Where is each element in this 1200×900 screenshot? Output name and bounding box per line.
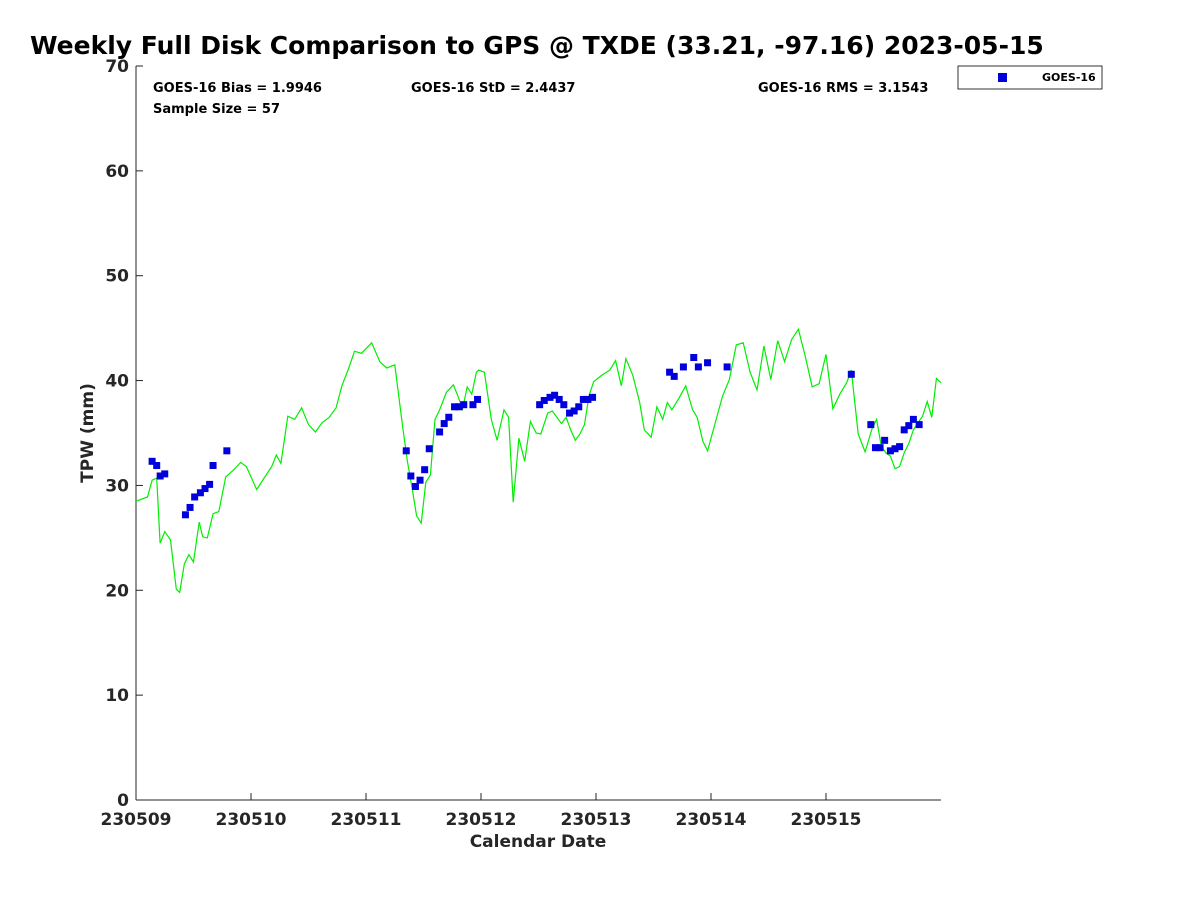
goes16-data-point: [886, 447, 894, 455]
bias-stat: GOES-16 Bias = 1.9946: [153, 81, 322, 96]
goes16-data-point: [445, 413, 453, 421]
goes16-data-point: [540, 396, 548, 404]
chart-title: Weekly Full Disk Comparison to GPS @ TXD…: [30, 31, 1044, 60]
x-axis-label: Calendar Date: [470, 832, 607, 852]
goes16-data-point: [425, 445, 433, 453]
goes16-data-point: [546, 393, 554, 401]
y-tick-label: 30: [105, 476, 129, 496]
x-tick-label: 230509: [101, 810, 172, 830]
goes16-data-point: [847, 370, 855, 378]
goes16-data-point: [421, 466, 429, 474]
y-axis-label: TPW (mm): [78, 383, 98, 483]
goes16-data-point: [148, 457, 156, 465]
legend: GOES-16: [957, 65, 1103, 90]
goes16-data-point: [589, 393, 597, 401]
y-tick-label: 0: [117, 791, 129, 811]
goes16-data-point: [201, 485, 209, 493]
goes16-data-point: [704, 359, 712, 367]
y-tick-label: 40: [105, 372, 129, 392]
goes16-data-point: [579, 395, 587, 403]
goes16-data-point: [905, 422, 913, 430]
y-tick-label: 20: [105, 581, 129, 601]
goes16-data-point: [474, 395, 482, 403]
goes16-data-point: [153, 462, 161, 470]
x-tick-label: 230513: [561, 810, 632, 830]
goes16-data-point: [455, 403, 463, 411]
goes16-data-point: [679, 363, 687, 371]
goes16-data-point: [402, 447, 410, 455]
goes16-data-point: [191, 493, 199, 501]
gps-series-line: [135, 327, 942, 594]
goes16-data-point: [156, 472, 164, 480]
goes16-data-point: [566, 409, 574, 417]
goes16-data-point: [436, 428, 444, 436]
sample-size-stat: Sample Size = 57: [153, 102, 280, 117]
goes16-data-point: [723, 363, 731, 371]
goes16-data-point: [460, 401, 468, 409]
goes16-data-point: [416, 476, 424, 484]
goes16-data-point: [560, 401, 568, 409]
goes16-data-point: [876, 444, 884, 452]
goes16-data-point: [915, 421, 923, 429]
goes16-data-point: [206, 480, 214, 488]
goes16-data-point: [584, 395, 592, 403]
goes16-data-point: [223, 447, 231, 455]
goes16-data-point: [871, 444, 879, 452]
legend-label: GOES-16: [1042, 71, 1096, 84]
goes16-data-point: [196, 489, 204, 497]
goes16-data-point: [407, 472, 415, 480]
goes16-data-point: [575, 403, 583, 411]
std-stat: GOES-16 StD = 2.4437: [411, 81, 575, 96]
goes16-data-point: [694, 363, 702, 371]
goes16-data-point: [891, 445, 899, 453]
goes16-data-point: [411, 482, 419, 490]
goes16-data-point: [867, 421, 875, 429]
goes16-data-point: [881, 436, 889, 444]
goes16-data-point: [209, 462, 217, 470]
legend-box: [957, 65, 1103, 90]
goes16-data-point: [666, 368, 674, 376]
goes16-data-point: [181, 511, 189, 519]
x-tick-label: 230510: [216, 810, 287, 830]
goes16-data-point: [469, 401, 477, 409]
goes16-data-point: [555, 395, 563, 403]
goes16-data-point: [900, 426, 908, 434]
y-tick-label: 70: [105, 57, 129, 77]
goes16-data-point: [909, 415, 917, 423]
y-tick-label: 10: [105, 686, 129, 706]
goes16-data-point: [570, 407, 578, 415]
x-tick-label: 230515: [791, 810, 862, 830]
x-tick-label: 230514: [676, 810, 747, 830]
goes16-data-point: [440, 420, 448, 428]
goes16-data-point: [536, 401, 544, 409]
goes16-data-point: [161, 470, 169, 478]
x-tick-label: 230512: [446, 810, 517, 830]
goes16-data-point: [551, 391, 559, 399]
goes16-data-point: [451, 403, 459, 411]
goes16-data-point: [670, 372, 678, 380]
x-tick-label: 230511: [331, 810, 402, 830]
goes16-data-point: [690, 354, 698, 362]
rms-stat: GOES-16 RMS = 3.1543: [758, 81, 928, 96]
y-tick-label: 50: [105, 267, 129, 287]
goes16-data-point: [896, 443, 904, 451]
plot-area: 0 10 20 30 40 50 60 70 230509 230510 230511 230512 2…: [101, 57, 942, 830]
y-tick-label: 60: [105, 162, 129, 182]
legend-marker: [998, 73, 1007, 82]
goes16-data-point: [186, 503, 194, 511]
